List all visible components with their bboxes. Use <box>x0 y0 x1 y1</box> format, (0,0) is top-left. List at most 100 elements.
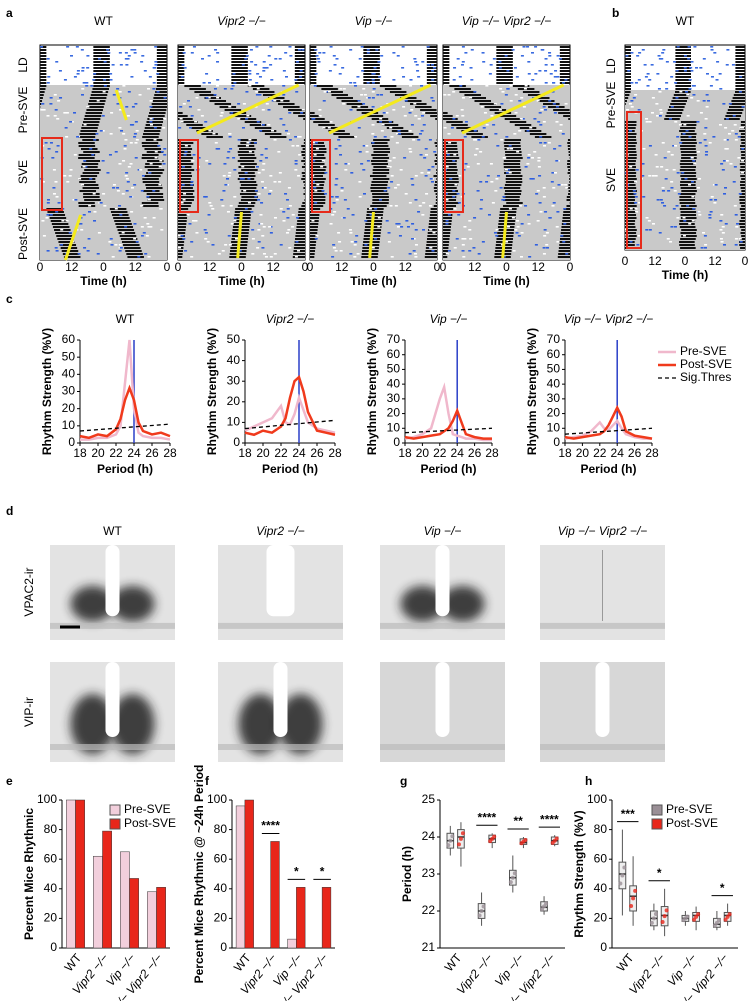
activity <box>63 256 81 258</box>
activity-dot <box>645 217 649 219</box>
activity-dot <box>86 55 90 57</box>
activity-dot <box>259 214 263 216</box>
activity <box>301 205 305 207</box>
activity-dot <box>633 193 637 195</box>
activity <box>295 235 305 237</box>
activity-dot <box>123 148 127 150</box>
activity-dot <box>87 211 91 213</box>
activity-dot <box>665 169 669 171</box>
y-tick-label: 30 <box>547 391 561 405</box>
y-tick-label: 60 <box>547 347 561 361</box>
activity-dot <box>197 109 201 111</box>
activity <box>681 142 697 144</box>
micrograph-title: Vip −/− Vipr2 −/− <box>558 524 648 538</box>
activity-dot <box>284 76 288 78</box>
activity <box>679 169 696 171</box>
activity <box>675 49 691 51</box>
activity-dot <box>256 121 260 123</box>
activity <box>149 112 166 114</box>
activity <box>310 115 320 117</box>
activity <box>363 82 380 84</box>
activity-dot <box>705 73 709 75</box>
activity <box>50 220 68 222</box>
activity-dot <box>691 220 695 222</box>
activity-dot <box>95 133 99 135</box>
significance-label: **** <box>540 812 559 826</box>
activity-dot <box>473 217 477 219</box>
activity-dot <box>551 205 555 207</box>
activity <box>679 208 696 210</box>
activity-dot <box>280 100 284 102</box>
activity <box>48 214 66 216</box>
legend-label: Post-SVE <box>124 816 176 830</box>
activity-dot <box>226 157 230 159</box>
activity-dot <box>683 55 687 57</box>
activity-dot <box>536 100 540 102</box>
activity <box>370 190 388 192</box>
activity-dot <box>82 166 86 168</box>
activity-dot <box>56 118 60 120</box>
activity <box>625 175 636 177</box>
activity-dot <box>353 256 357 258</box>
activity-dot <box>723 193 727 195</box>
activity <box>559 67 570 69</box>
activity-dot <box>278 181 282 183</box>
activity-dot <box>279 208 283 210</box>
x-axis-label: Time (h) <box>80 274 126 288</box>
activity-dot <box>413 58 417 60</box>
activity-dot <box>629 166 633 168</box>
x-tick-label: 12 <box>335 260 349 274</box>
activity <box>675 46 691 48</box>
activity-dot <box>548 100 552 102</box>
activity-dot <box>534 46 538 48</box>
activity-dot <box>152 67 156 69</box>
y-tick-label: 40 <box>62 367 76 381</box>
x-tick-label: 24 <box>292 446 306 460</box>
activity-dot <box>535 193 539 195</box>
activity <box>505 154 522 156</box>
activity <box>681 235 697 237</box>
activity-dot <box>230 88 234 90</box>
activity <box>433 205 437 207</box>
y-tick-label: 50 <box>62 349 76 363</box>
activity-dot <box>417 211 421 213</box>
activity-dot <box>354 241 358 243</box>
activity-dot <box>545 247 549 249</box>
activity-dot <box>331 214 335 216</box>
activity <box>430 208 437 210</box>
activity <box>234 115 252 117</box>
activity <box>735 55 745 57</box>
activity-dot <box>376 94 380 96</box>
point <box>651 916 656 921</box>
activity-dot <box>727 133 731 135</box>
activity <box>625 202 636 204</box>
activity <box>434 163 437 165</box>
activity-dot <box>564 184 568 186</box>
activity-dot <box>223 88 227 90</box>
activity-dot <box>714 199 718 201</box>
activity-dot <box>699 67 703 69</box>
activity <box>740 214 745 216</box>
activity <box>310 157 326 159</box>
activity-dot <box>69 121 73 123</box>
activity-dot <box>44 142 48 144</box>
activity-dot <box>722 244 726 246</box>
activity <box>288 109 305 111</box>
activity <box>558 247 570 249</box>
activity-dot <box>339 250 343 252</box>
activity-dot <box>713 52 717 54</box>
activity-dot <box>278 172 282 174</box>
activity-dot <box>263 187 267 189</box>
activity-dot <box>544 211 548 213</box>
activity <box>505 181 523 183</box>
activity <box>249 124 267 126</box>
activity-dot <box>287 229 291 231</box>
activity-dot <box>704 145 708 147</box>
activity <box>143 130 161 132</box>
activity-dot <box>296 145 300 147</box>
activity <box>239 157 257 159</box>
activity-dot <box>111 64 115 66</box>
activity-dot <box>724 187 728 189</box>
activity-dot <box>101 115 105 117</box>
activity-dot <box>704 244 708 246</box>
